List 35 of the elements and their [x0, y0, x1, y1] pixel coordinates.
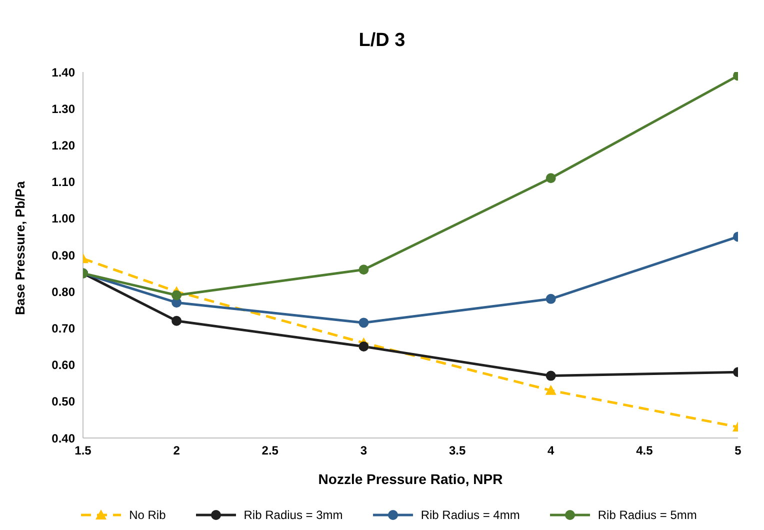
x-tick-label: 4	[548, 444, 555, 458]
point	[546, 173, 556, 184]
chart-title: L/D 3	[358, 29, 406, 53]
legend-label: Rib Radius = 4mm	[420, 508, 520, 522]
x-tick-label: 2.5	[262, 444, 279, 458]
y-axis-title: Base Pressure, Pb/Pa	[12, 180, 28, 315]
y-tick-label: 1.00	[52, 212, 76, 226]
x-tick-label: 3	[360, 444, 368, 458]
x-tick-label: 1.5	[74, 444, 92, 458]
legend-label: No Rib	[129, 508, 166, 522]
point	[546, 294, 556, 304]
y-tick-label: 0.90	[52, 248, 76, 262]
point	[358, 318, 369, 328]
point	[358, 264, 369, 275]
point	[545, 384, 556, 395]
y-tick-label: 1.30	[52, 102, 76, 116]
legend-label: Rib Radius = 5mm	[598, 508, 697, 522]
point	[172, 290, 182, 300]
y-tick-label: 1.20	[52, 138, 76, 152]
point	[546, 370, 556, 381]
y-tick-label: 0.60	[52, 358, 76, 372]
y-tick-label: 1.10	[52, 175, 76, 190]
y-tick-label: 1.40	[52, 65, 76, 80]
x-tick-label: 2	[173, 444, 180, 458]
point	[358, 342, 369, 352]
x-tick-label: 3.5	[448, 444, 466, 458]
x-axis-title: Nozzle Pressure Ratio, NPR	[318, 471, 503, 487]
x-tick-label: 5	[734, 444, 742, 458]
y-tick-label: 0.50	[52, 394, 76, 409]
y-tick-label: 0.40	[52, 431, 76, 446]
point	[172, 316, 182, 326]
y-tick-label: 0.70	[52, 321, 76, 336]
x-tick-label: 4.5	[636, 444, 654, 458]
legend-label: Rib Radius = 3mm	[244, 508, 343, 522]
y-tick-label: 0.80	[52, 284, 76, 299]
